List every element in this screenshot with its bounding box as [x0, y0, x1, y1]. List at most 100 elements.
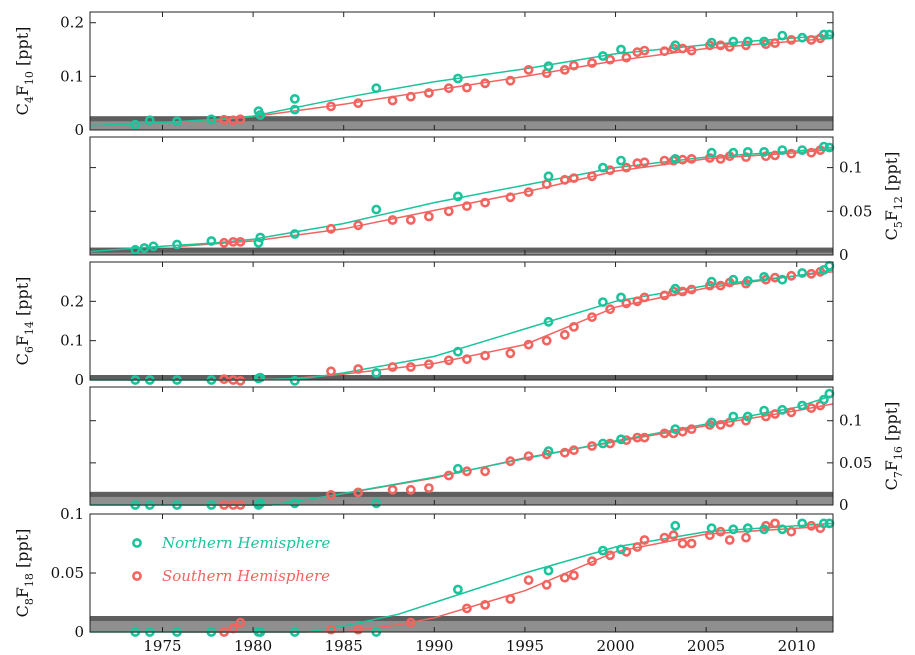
nh-data-point — [824, 388, 835, 399]
legend-marker — [132, 571, 142, 581]
sh-data-point — [639, 432, 650, 443]
nh-data-point — [670, 283, 681, 294]
sh-data-point — [480, 600, 490, 610]
nh-data-point — [728, 147, 739, 158]
nh-data-point — [598, 162, 608, 173]
y-tick-label: 0.1 — [60, 332, 84, 350]
sh-data-point — [621, 162, 632, 173]
sh-data-point — [686, 424, 697, 434]
sh-data-point — [659, 155, 670, 166]
sh-data-point — [569, 321, 579, 332]
nh-data-point — [289, 375, 300, 386]
sh-data-point — [219, 374, 229, 385]
nh-data-point — [742, 523, 753, 534]
sh-fit-line — [180, 148, 834, 248]
sh-data-point — [326, 223, 336, 234]
nh-data-point — [616, 434, 626, 445]
nh-data-point — [728, 411, 739, 422]
sh-data-point — [461, 201, 472, 211]
sh-data-point — [505, 75, 516, 86]
y-axis-label-part: 18 — [23, 573, 36, 587]
sh-data-point — [605, 304, 615, 315]
sh-data-point — [541, 579, 552, 590]
nh-data-point — [206, 236, 217, 246]
sh-data-point — [770, 518, 780, 529]
nh-data-point — [543, 446, 554, 456]
nh-data-point — [777, 524, 788, 535]
nh-data-point — [289, 94, 300, 104]
y-axis-label-part: 7 — [892, 471, 905, 478]
nh-data-point — [255, 232, 266, 243]
sh-data-point — [632, 296, 643, 307]
y-axis-label-part: F — [13, 85, 32, 96]
nh-data-point — [728, 524, 739, 535]
y-tick-label: 0.2 — [60, 14, 84, 32]
nh-data-point — [759, 271, 769, 282]
sh-data-point — [405, 617, 416, 628]
sh-data-point — [541, 335, 552, 346]
nh-data-point — [777, 145, 788, 155]
y-axis-label-part: F — [13, 335, 32, 346]
y-axis-label-part: [ppt] — [13, 529, 32, 573]
baseline-line — [90, 116, 833, 122]
nh-data-point — [206, 114, 217, 125]
y-tick-label: 0.1 — [839, 412, 863, 430]
y-axis-label-part: 5 — [892, 221, 905, 228]
nh-data-point — [598, 297, 608, 307]
nh-data-point — [543, 565, 554, 576]
sh-data-point — [353, 364, 364, 374]
sh-data-point — [387, 484, 398, 495]
nh-data-point — [371, 367, 382, 378]
nh-data-point — [255, 372, 266, 383]
sh-data-point — [405, 215, 416, 225]
sh-data-point — [523, 65, 534, 75]
nh-data-point — [797, 32, 808, 43]
sh-data-point — [353, 220, 364, 231]
y-axis-label: C7F16 [ppt] — [882, 402, 905, 491]
sh-data-point — [686, 538, 697, 549]
nh-data-point — [706, 147, 717, 158]
sh-data-point — [405, 91, 416, 102]
panel-c8f18: 0 0.05 0.1 C8F18 [ppt] — [13, 505, 835, 641]
sh-data-point — [423, 359, 434, 370]
y-axis-label-part: C — [13, 353, 32, 365]
y-tick-label: 0.05 — [839, 202, 872, 220]
nh-data-point — [371, 498, 382, 509]
sh-data-point — [219, 237, 229, 248]
nh-data-point — [759, 405, 769, 416]
sh-data-point — [569, 570, 579, 581]
nh-data-point — [797, 145, 808, 155]
x-tick-label: 1985 — [325, 637, 363, 655]
nh-data-point — [777, 404, 788, 415]
sh-data-point — [569, 173, 579, 183]
nh-data-point — [777, 30, 788, 41]
sh-data-point — [443, 470, 454, 481]
y-axis-label-part: [ppt] — [882, 152, 901, 196]
nh-data-point — [706, 276, 717, 287]
sh-data-point — [686, 45, 697, 56]
y-axis-label-part: [ppt] — [13, 277, 32, 321]
sh-data-point — [621, 298, 632, 309]
nh-data-point — [742, 411, 753, 422]
baseline-line — [90, 247, 833, 253]
sh-data-point — [235, 375, 246, 386]
baseline-line — [90, 491, 833, 497]
nh-data-point — [255, 110, 266, 120]
sh-data-point — [639, 45, 650, 56]
panel-frame — [89, 11, 834, 131]
nh-data-point — [172, 239, 182, 250]
sh-data-point — [559, 65, 570, 75]
sh-data-point — [668, 530, 679, 541]
sh-data-point — [461, 354, 472, 365]
nh-data-point — [706, 523, 717, 534]
sh-data-point — [480, 350, 490, 361]
sh-data-point — [587, 58, 597, 68]
y-tick-label: 0.1 — [839, 159, 863, 177]
y-axis-label: C5F12 [ppt] — [882, 152, 905, 241]
nh-data-point — [742, 36, 753, 47]
y-axis-label-part: F — [882, 460, 901, 471]
y-axis-label-part: F — [13, 587, 32, 598]
panel-c6f14: 0 0.1 0.2 C6F14 [ppt] — [13, 260, 835, 389]
y-axis-label: C6F14 [ppt] — [13, 277, 36, 366]
